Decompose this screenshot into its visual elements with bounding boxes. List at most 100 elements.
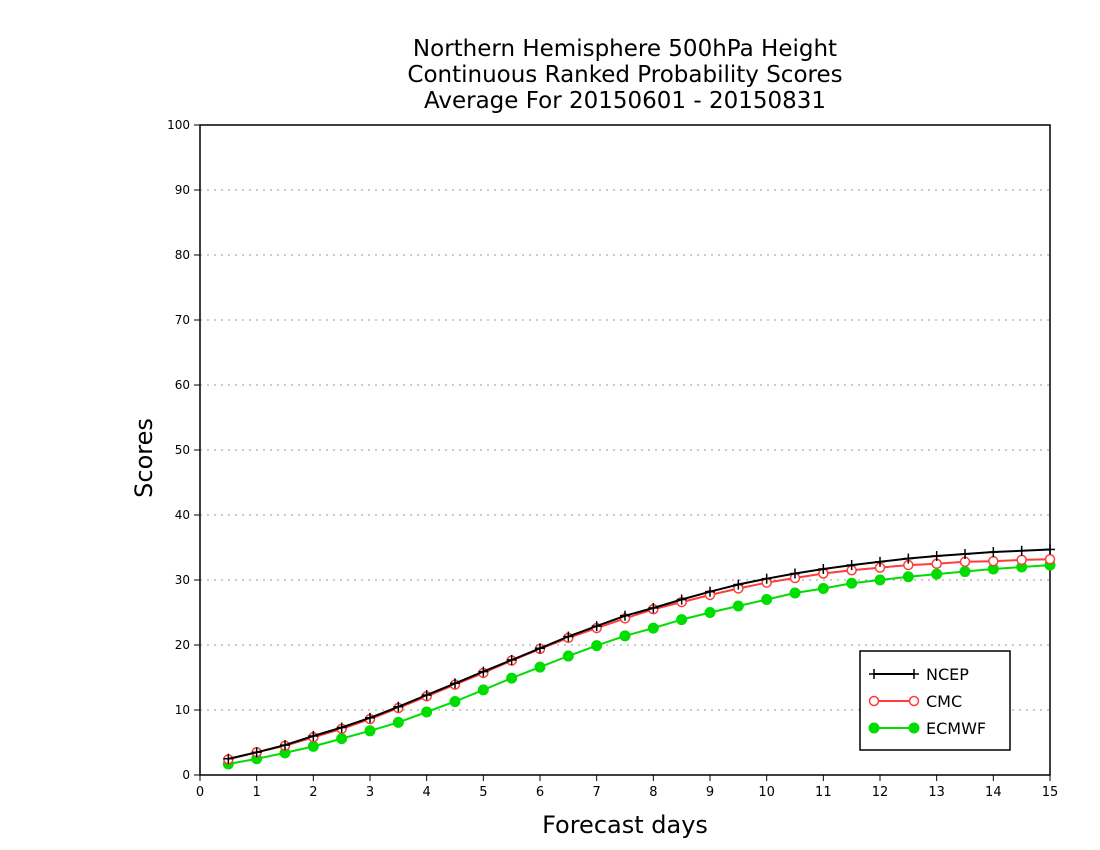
data-point-cmc: [1016, 554, 1027, 566]
data-point-ecmwf: [364, 725, 376, 737]
data-point-ecmwf: [959, 566, 971, 578]
data-point-ncep: [790, 568, 800, 579]
series-layer: [222, 544, 1056, 770]
data-point-ncep: [393, 701, 404, 712]
x-tick-label: 7: [593, 785, 601, 800]
data-point-ncep: [705, 586, 715, 597]
y-tick-label: 80: [175, 248, 190, 262]
data-point-ncep: [365, 712, 375, 723]
y-tick-label: 20: [175, 638, 190, 652]
data-point-ecmwf: [704, 607, 716, 618]
legend-item-ncep: NCEP: [869, 665, 969, 684]
data-point-ncep: [676, 594, 687, 605]
legend-marker-cmc: [908, 695, 920, 707]
data-point-ncep: [1016, 545, 1027, 556]
x-tick-label: 11: [815, 785, 832, 800]
chart-title: Northern Hemisphere 500hPa Height Contin…: [300, 36, 950, 114]
y-tick-label: 30: [175, 573, 190, 587]
x-tick-label: 13: [928, 785, 945, 800]
data-point-ncep: [931, 550, 942, 561]
legend-item-cmc: CMC: [868, 692, 962, 711]
series-ncep: [223, 544, 1055, 764]
x-tick-label: 14: [985, 785, 1002, 800]
legend-item-ecmwf: ECMWF: [868, 719, 986, 738]
data-point-ecmwf: [761, 594, 773, 605]
data-point-ncep: [308, 731, 319, 741]
data-point-ncep: [280, 740, 290, 751]
chart-title-line-2: Continuous Ranked Probability Scores: [407, 62, 843, 88]
y-tick-label: 50: [175, 443, 190, 457]
legend-marker-ecmwf: [908, 722, 920, 734]
data-point-ecmwf: [307, 740, 319, 752]
data-point-ncep: [733, 579, 744, 590]
chart-title-line-1: Northern Hemisphere 500hPa Height: [412, 36, 838, 62]
x-tick-label: 2: [309, 785, 317, 800]
grid-lines: [200, 189, 1050, 711]
legend-marker-ncep: [909, 669, 919, 679]
data-point-ecmwf: [846, 577, 858, 589]
x-tick-label: 5: [479, 785, 487, 800]
x-tick-label: 15: [1042, 785, 1059, 800]
y-axis-label: Scores: [130, 418, 158, 498]
data-point-ncep: [591, 621, 602, 632]
x-tick-label: 1: [253, 785, 261, 800]
data-point-ncep: [478, 666, 489, 677]
data-point-ecmwf: [421, 706, 433, 718]
data-point-ncep: [506, 654, 517, 665]
data-point-ncep: [648, 602, 659, 613]
legend-label-ecmwf: ECMWF: [926, 719, 986, 738]
data-point-ecmwf: [789, 587, 801, 599]
data-point-ncep: [875, 556, 885, 567]
data-point-ncep: [620, 610, 630, 621]
data-point-ncep: [960, 549, 970, 559]
data-point-ncep: [336, 722, 347, 733]
data-point-ecmwf: [477, 684, 489, 696]
legend-marker-cmc: [868, 695, 880, 707]
x-tick-label: 9: [706, 785, 714, 800]
y-tick-label: 0: [182, 768, 190, 782]
y-tick-label: 90: [175, 183, 190, 197]
chart-title-line-3: Average For 20150601 - 20150831: [423, 88, 827, 114]
x-tick-label: 12: [872, 785, 889, 800]
data-point-ncep: [251, 747, 262, 758]
x-tick-label: 8: [649, 785, 657, 800]
data-point-ecmwf: [817, 582, 829, 594]
legend-marker-ncep: [869, 669, 879, 679]
data-point-ecmwf: [506, 672, 518, 684]
data-point-ecmwf: [647, 622, 659, 634]
data-point-ecmwf: [676, 614, 688, 626]
x-tick-label: 10: [758, 785, 775, 800]
data-point-ncep: [535, 643, 545, 654]
data-point-ecmwf: [534, 661, 546, 673]
data-point-cmc: [988, 555, 999, 567]
data-point-ecmwf: [392, 716, 404, 728]
data-point-ecmwf: [591, 640, 603, 652]
x-tick-label: 3: [366, 785, 374, 800]
data-point-ecmwf: [931, 568, 943, 580]
data-point-ncep: [818, 563, 829, 574]
legend: NCEP CMC ECMWF: [859, 650, 1011, 751]
data-point-ncep: [223, 753, 234, 764]
data-point-ecmwf: [732, 600, 744, 612]
y-tick-label: 70: [175, 313, 190, 327]
data-point-ncep: [1045, 544, 1055, 555]
x-tick-label: 4: [423, 785, 431, 800]
y-tick-label: 40: [175, 508, 190, 522]
legend-label-ncep: NCEP: [926, 665, 969, 684]
data-point-ncep: [903, 553, 914, 564]
data-point-ecmwf: [336, 733, 348, 745]
x-axis-label: Forecast days: [542, 811, 708, 839]
data-point-ecmwf: [902, 571, 914, 583]
data-point-ecmwf: [874, 574, 886, 586]
data-point-ncep: [761, 573, 772, 584]
data-point-ncep: [846, 560, 857, 571]
data-point-ncep: [988, 547, 999, 558]
data-point-ncep: [563, 631, 574, 642]
y-tick-label: 60: [175, 378, 190, 392]
x-tick-label: 6: [536, 785, 544, 800]
y-tick-label: 10: [175, 703, 190, 717]
series-ecmwf: [222, 559, 1056, 770]
data-point-ncep: [421, 690, 432, 701]
data-point-cmc: [1044, 553, 1056, 565]
